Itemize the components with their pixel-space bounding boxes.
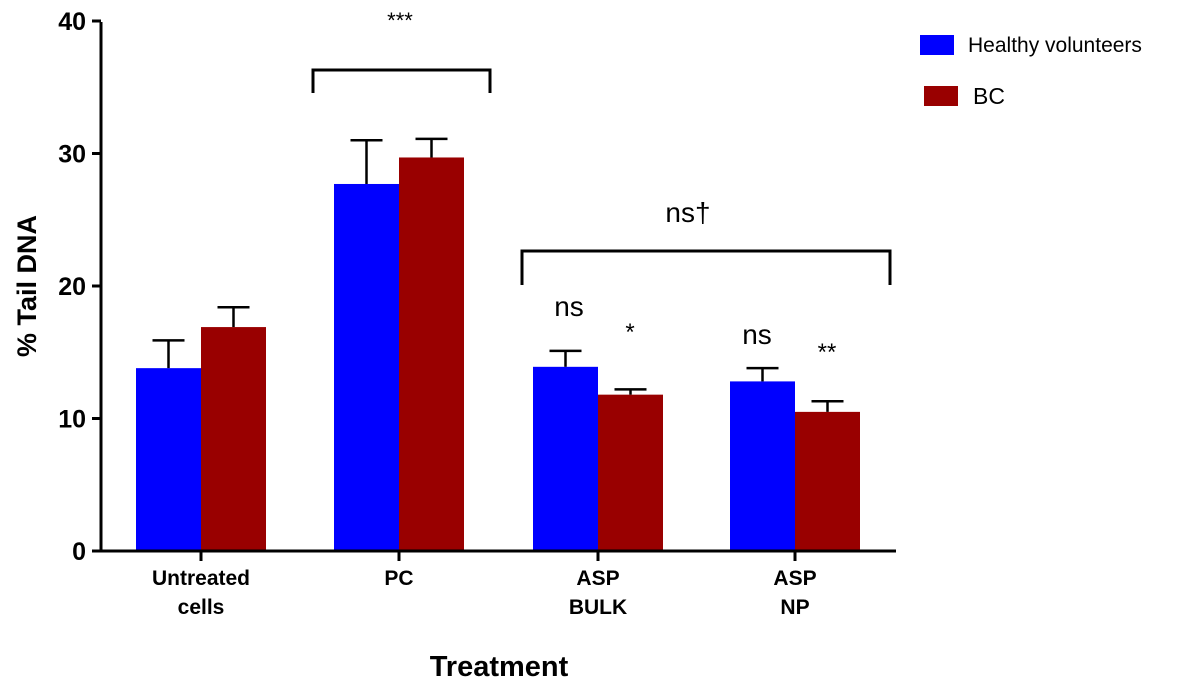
pc-significance-label: *** bbox=[387, 8, 413, 33]
x-tick-label-1-0: PC bbox=[384, 567, 413, 590]
legend-label-bc: BC bbox=[973, 83, 1005, 109]
x-tick-label-0-1: cells bbox=[178, 596, 225, 619]
bulk-hv-annotation: ns bbox=[554, 291, 584, 322]
legend: Healthy volunteers BC bbox=[920, 34, 1142, 109]
x-tick-label-2-1: BULK bbox=[569, 596, 627, 619]
bars-layer bbox=[136, 157, 860, 551]
x-tick-label-0-0: Untreated bbox=[152, 567, 250, 590]
x-axis-label: Treatment bbox=[430, 651, 569, 682]
y-tick-label-3: 30 bbox=[58, 141, 86, 169]
bar-bc-0 bbox=[201, 327, 266, 551]
y-tick-label-2: 20 bbox=[58, 273, 86, 301]
x-tick-label-3-1: NP bbox=[780, 596, 809, 619]
bar-healthy-3 bbox=[730, 381, 795, 551]
bar-healthy-2 bbox=[533, 366, 598, 551]
x-tick-label-2-0: ASP bbox=[576, 567, 619, 590]
bar-bc-1 bbox=[399, 157, 464, 551]
y-axis-label: % Tail DNA bbox=[12, 215, 42, 357]
y-tick-label-1: 10 bbox=[58, 406, 86, 434]
x-tick-label-3-0: ASP bbox=[773, 567, 816, 590]
bar-healthy-1 bbox=[334, 183, 399, 551]
np-bc-annotation: ** bbox=[818, 339, 837, 366]
legend-label-healthy: Healthy volunteers bbox=[968, 34, 1142, 57]
bar-bc-3 bbox=[795, 411, 860, 551]
asp-significance-label: ns† bbox=[665, 197, 710, 228]
y-ticks-layer: 0 10 20 30 40 bbox=[58, 8, 101, 566]
pc-significance-bracket bbox=[311, 68, 492, 93]
error-bars-layer bbox=[152, 137, 844, 412]
bulk-bc-annotation: * bbox=[625, 319, 634, 346]
legend-swatch-healthy bbox=[920, 35, 954, 55]
y-tick-label-0: 0 bbox=[72, 538, 86, 566]
np-hv-annotation: ns bbox=[742, 319, 772, 350]
legend-swatch-bc bbox=[924, 86, 958, 106]
y-tick-label-4: 40 bbox=[58, 8, 86, 36]
bar-bc-2 bbox=[598, 394, 663, 551]
bar-healthy-0 bbox=[136, 368, 201, 551]
x-ticks-layer: Untreated cells PC ASP BULK ASP NP bbox=[152, 551, 817, 619]
asp-significance-bracket bbox=[520, 249, 892, 285]
